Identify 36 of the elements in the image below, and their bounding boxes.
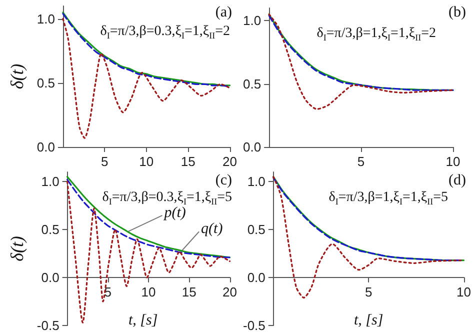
y-tick-label: 0.0 xyxy=(36,140,55,154)
x-tick-label: 15 xyxy=(180,154,196,169)
x-tick-label: 10 xyxy=(456,284,472,300)
y-tick-label: 0.0 xyxy=(41,270,60,286)
y-tick-label: -0.5 xyxy=(242,318,266,332)
x-tick-label: 15 xyxy=(182,284,196,300)
chart-title: (d) xyxy=(448,172,466,188)
y-tick-label: 1.0 xyxy=(242,13,262,28)
y-tick-label: 0.0 xyxy=(247,270,266,286)
y-tick-label: 0.0 xyxy=(242,140,262,154)
x-tick-label: 10 xyxy=(139,154,154,169)
x-tick-label: 10 xyxy=(446,154,460,169)
x-tick-label: 20 xyxy=(222,154,238,169)
y-axis-title: δ(t) xyxy=(7,64,27,90)
line-series xyxy=(62,18,231,139)
x-axis-title: t, [s] xyxy=(354,312,384,328)
x-tick-label: 5 xyxy=(357,154,365,169)
x-tick-label: 5 xyxy=(101,154,108,169)
annotation: q(t) xyxy=(201,221,223,238)
y-tick-label: 0.5 xyxy=(242,76,262,92)
x-axis-title: t, [s] xyxy=(128,312,158,328)
x-tick-label: 10 xyxy=(141,284,156,300)
y-tick-label: 0.5 xyxy=(41,222,60,238)
annotation: p(t) xyxy=(163,204,186,221)
y-tick-label: -0.5 xyxy=(36,318,60,332)
y-tick-label: 0.5 xyxy=(247,222,266,238)
x-tick-label: 20 xyxy=(222,284,238,300)
y-axis-title: δ(t) xyxy=(7,236,27,262)
chart-title: (a) xyxy=(215,4,232,20)
chart-title: (c) xyxy=(215,172,232,188)
y-tick-label: 0.5 xyxy=(36,75,55,90)
y-tick-label: 1.0 xyxy=(36,11,55,26)
x-tick-label: 5 xyxy=(364,284,372,300)
y-tick-label: 1.0 xyxy=(41,174,60,190)
chart-title: (b) xyxy=(448,4,466,20)
y-tick-label: 1.0 xyxy=(247,174,266,190)
